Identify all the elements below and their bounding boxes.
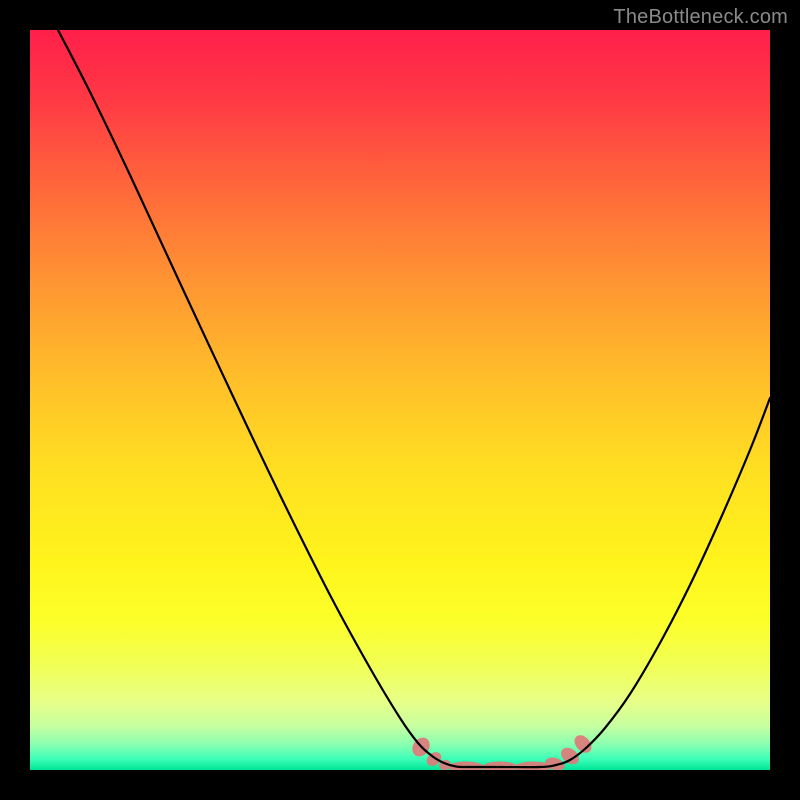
plot-area xyxy=(30,30,770,770)
curve-layer xyxy=(30,30,770,770)
bottleneck-curve xyxy=(58,30,770,767)
lump-marker xyxy=(482,762,518,771)
chart-container: TheBottleneck.com xyxy=(0,0,800,800)
lumps-group xyxy=(409,732,595,770)
watermark-text: TheBottleneck.com xyxy=(613,6,788,29)
